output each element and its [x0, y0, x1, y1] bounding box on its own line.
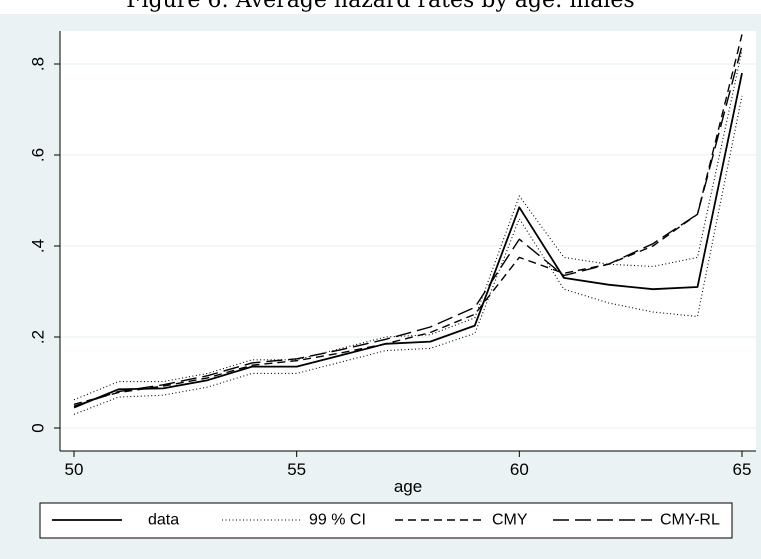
y-tick-label: 0	[29, 423, 48, 432]
x-axis: 50 55 60 65	[60, 450, 756, 479]
x-tick-label: 60	[510, 460, 529, 479]
legend-box	[39, 502, 733, 539]
legend-label: 99 % CI	[309, 512, 366, 529]
series-line-data	[73, 72, 743, 409]
series-line-cmy	[73, 34, 743, 405]
figure-caption: Figure 6: Average hazard rates by age: m…	[126, 0, 635, 13]
legend-label: CMY	[492, 512, 528, 529]
y-tick-label: .8	[29, 57, 48, 71]
legend: data 99 % CI CMY CMY-RL	[52, 512, 720, 529]
series-lines	[73, 34, 743, 415]
x-tick-label: 55	[287, 460, 306, 479]
x-tick-label: 50	[65, 460, 84, 479]
legend-label: CMY-RL	[660, 512, 720, 529]
series-line-99-ci	[73, 50, 743, 401]
plot-area	[60, 31, 756, 451]
y-tick-label: .2	[29, 330, 48, 344]
legend-label: data	[148, 512, 179, 529]
grid-lines	[60, 63, 756, 429]
chart-figure: 0 .2 .4 .6 .8 50 55 60 65 age data 99 % CI CMY CMY…	[0, 14, 761, 559]
y-tick-label: .4	[29, 239, 48, 253]
x-tick-label: 65	[733, 460, 752, 479]
y-tick-label: .6	[29, 148, 48, 162]
line-chart: 0 .2 .4 .6 .8 50 55 60 65 age data 99 % CI CMY CMY…	[29, 31, 756, 539]
x-axis-label: age	[394, 477, 422, 496]
series-line-cmy-rl	[73, 45, 743, 407]
y-axis: 0 .2 .4 .6 .8	[29, 31, 61, 451]
